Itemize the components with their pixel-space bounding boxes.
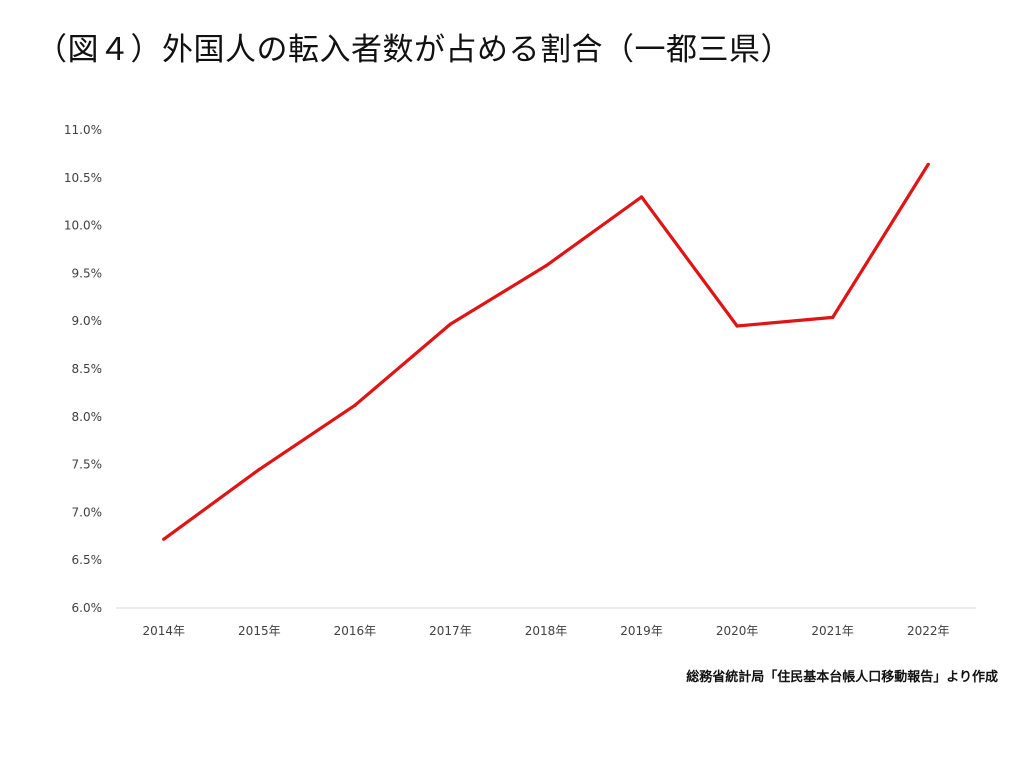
y-tick-label: 10.5% bbox=[64, 171, 102, 185]
y-axis-labels: 6.0% 6.5% 7.0% 7.5% 8.0% 8.5% 9.0% 9.5% 10.0% 10.… bbox=[64, 123, 102, 615]
x-tick-label: 2020年 bbox=[716, 624, 759, 638]
x-tick-label: 2017年 bbox=[429, 624, 472, 638]
x-axis-labels: 2014年 2015年 2016年 2017年 2018年 2019年 2020年 2021年… bbox=[143, 624, 950, 638]
x-tick-label: 2014年 bbox=[143, 624, 186, 638]
x-tick-label: 2018年 bbox=[525, 624, 568, 638]
source-note: 総務省統計局「住民基本台帳人口移動報告」より作成 bbox=[686, 670, 998, 685]
y-tick-label: 6.5% bbox=[72, 553, 103, 567]
data-point bbox=[162, 537, 166, 541]
y-tick-label: 11.0% bbox=[64, 123, 102, 137]
data-point bbox=[544, 264, 548, 268]
y-tick-label: 9.5% bbox=[72, 266, 103, 280]
data-point bbox=[735, 324, 739, 328]
chart-title: （図４）外国人の転入者数が占める割合（一都三県） bbox=[36, 32, 792, 68]
y-tick-label: 6.0% bbox=[72, 601, 103, 615]
x-tick-label: 2016年 bbox=[334, 624, 377, 638]
y-tick-label: 10.0% bbox=[64, 219, 102, 233]
series-line bbox=[162, 162, 930, 541]
y-tick-label: 9.0% bbox=[72, 314, 103, 328]
data-point bbox=[831, 315, 835, 319]
y-tick-label: 7.0% bbox=[72, 505, 103, 519]
x-tick-label: 2021年 bbox=[811, 624, 854, 638]
data-point bbox=[926, 162, 930, 167]
y-tick-label: 7.5% bbox=[72, 458, 103, 472]
x-tick-label: 2019年 bbox=[620, 624, 663, 638]
y-tick-label: 8.5% bbox=[72, 362, 103, 376]
data-point bbox=[448, 322, 453, 326]
data-point bbox=[639, 195, 644, 199]
series-group bbox=[162, 162, 930, 541]
x-tick-label: 2015年 bbox=[238, 624, 281, 638]
y-tick-label: 8.0% bbox=[72, 410, 103, 424]
x-tick-label: 2022年 bbox=[907, 624, 950, 638]
data-point bbox=[257, 467, 261, 471]
data-point bbox=[353, 403, 357, 407]
